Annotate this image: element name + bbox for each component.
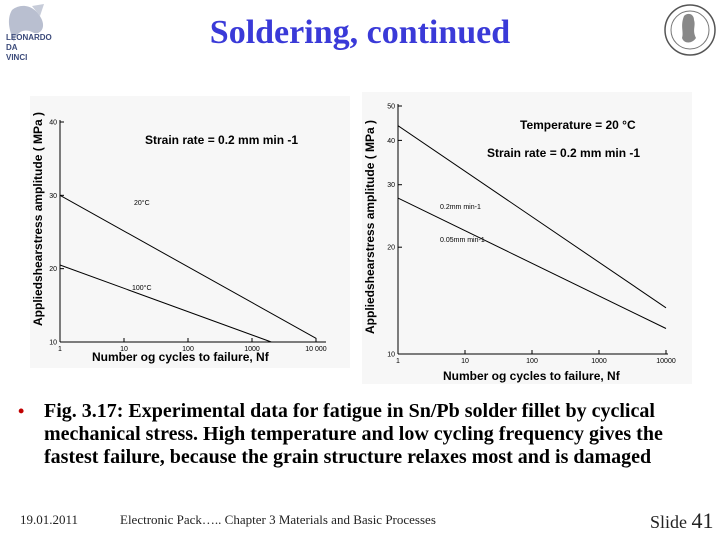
footer-date: 19.01.2011	[20, 512, 79, 527]
leonardo-da-vinci-logo: LEONARDO DA VINCI	[2, 2, 56, 68]
chart-right-ylabel: Appliedshearstress amplitude ( MPa )	[363, 120, 377, 334]
chart-left-x-tick-label-3: 1000	[244, 346, 260, 353]
chart-left-y-tick-label-0: 10	[49, 340, 57, 347]
slide-title: Soldering, continued	[209, 14, 511, 51]
chart-left-x-tick-label-2: 100	[182, 346, 194, 353]
chart-right-subtitle: Strain rate = 0.2 mm min -1	[487, 146, 640, 160]
chart-right-series-line-0	[397, 125, 667, 309]
chart-right-y-tick-label-2: 30	[387, 182, 395, 189]
chart-right-series-label-005: 0.05mm min-1	[440, 237, 485, 244]
chart-right-series-label-02: 0.2mm min-1	[440, 204, 481, 211]
chart-right-xlabel: Number og cycles to failure, Nf	[443, 369, 621, 383]
chart-left-y-tick-label-2: 30	[49, 193, 57, 200]
chart-left-x-tick-label-1: 10	[120, 346, 128, 353]
chart-left-background	[30, 96, 350, 368]
chart-right-x-tick-label-0: 1	[396, 358, 400, 365]
chart-right-x-tick-label-4: 10000	[656, 358, 676, 365]
chart-left-ylabel: Appliedshearstress amplitude ( MPa )	[31, 112, 45, 326]
chart-right-y-tick-label-4: 50	[387, 104, 395, 111]
footer-course: Electronic Pack….. Chapter 3 Materials a…	[120, 512, 436, 527]
caption-bullet: • Fig. 3.17: Experimental data for fatig…	[18, 400, 708, 469]
chart-right-background	[362, 92, 692, 384]
chart-left-series-label-20c: 20°C	[134, 199, 150, 207]
bullet-dot-icon: •	[18, 401, 25, 421]
caption-text: Fig. 3.17: Experimental data for fatigue…	[44, 400, 663, 468]
chart-left-y-tick-label-1: 20	[49, 266, 57, 273]
chart-right-series-line-1	[397, 197, 667, 329]
chart-right-y-tick-label-3: 40	[387, 138, 395, 145]
logo-line-1: LEONARDO	[6, 33, 52, 42]
chart-right-x-tick-label-2: 100	[526, 358, 538, 365]
chart-right-y-tick-label-1: 20	[387, 245, 395, 252]
chart-right-x-tick-label-1: 10	[461, 358, 469, 365]
university-seal	[662, 2, 718, 58]
chart-left-x-tick-label-4: 10 000	[305, 346, 327, 353]
slide-number: Slide 41	[650, 508, 714, 534]
chart-right-x-tick-label-3: 1000	[591, 358, 607, 365]
logo-line-3: VINCI	[6, 53, 27, 62]
chart-left-xlabel: Number og cycles to failure, Nf	[92, 350, 270, 364]
chart-left-x-tick-label-0: 1	[58, 346, 62, 353]
logo-line-2: DA	[6, 43, 18, 52]
slide-number-value: 41	[691, 508, 714, 533]
chart-left-title: Strain rate = 0.2 mm min -1	[145, 133, 298, 147]
chart-left-series-line-0	[59, 194, 317, 339]
chart-left-y-tick-label-3: 40	[49, 120, 57, 127]
chart-left-series-label-100c: 100°C	[132, 284, 152, 292]
chart-right-title: Temperature = 20 °C	[520, 118, 636, 132]
chart-right-y-tick-label-0: 10	[387, 352, 395, 359]
slide-label: Slide	[650, 512, 688, 532]
chart-left-series-line-1	[59, 264, 272, 343]
